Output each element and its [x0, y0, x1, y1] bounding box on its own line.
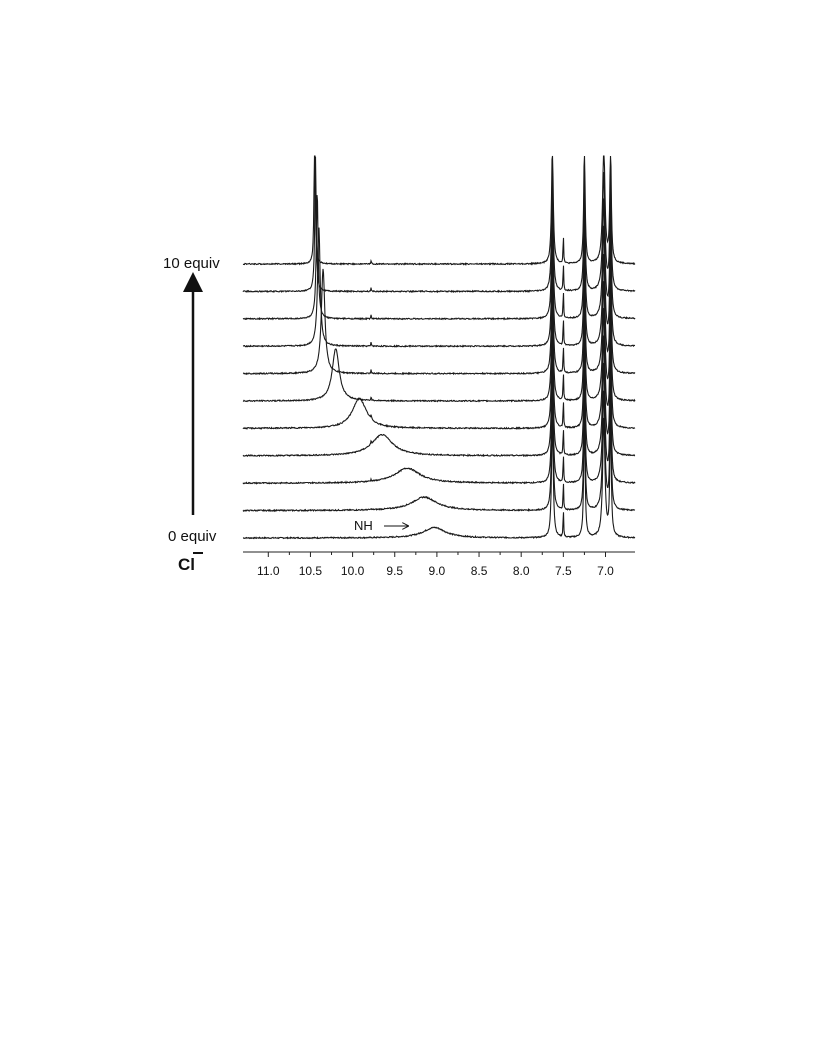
top-equiv-label: 10 equiv [163, 255, 220, 272]
x-axis-tick-labels: 11.0 10.5 10.0 9.5 9.0 8.5 8.0 7.5 7.0 [257, 564, 614, 578]
spectrum-trace [242, 330, 636, 458]
x-tick-label: 10.5 [299, 564, 323, 578]
spectrum-trace [242, 358, 636, 485]
spectrum-trace [242, 413, 636, 540]
x-tick-label: 7.0 [597, 564, 614, 578]
x-tick-label: 8.0 [513, 564, 530, 578]
x-tick-label: 10.0 [341, 564, 365, 578]
spectrum-trace [242, 276, 636, 403]
x-tick-label: 11.0 [257, 564, 280, 578]
bottom-equiv-label: 0 equiv [168, 528, 217, 545]
spectrum-trace [242, 248, 636, 376]
nh-label: NH [354, 518, 373, 533]
chloride-label: Cl [178, 555, 195, 574]
spectra-stack [242, 155, 636, 540]
x-axis-ticks [267, 552, 606, 557]
x-tick-label: 8.5 [471, 564, 488, 578]
spectrum-trace [242, 194, 636, 321]
spectrum-trace [242, 156, 636, 294]
spectrum-trace [242, 304, 636, 431]
spectrum-trace [242, 221, 636, 349]
spectrum-trace [242, 385, 636, 513]
spectrum-trace [242, 155, 636, 266]
x-tick-label: 7.5 [555, 564, 572, 578]
x-tick-label: 9.0 [429, 564, 446, 578]
x-tick-label: 9.5 [386, 564, 403, 578]
